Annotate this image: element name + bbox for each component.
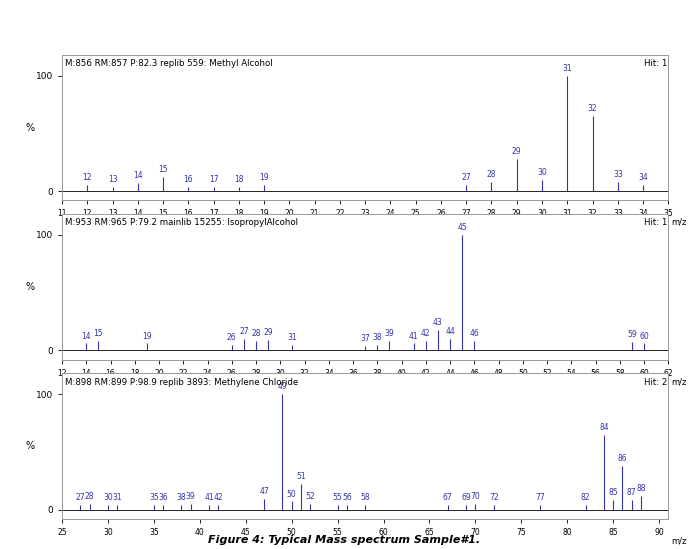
Text: 46: 46: [469, 329, 479, 338]
Text: 85: 85: [608, 489, 618, 497]
Text: 34: 34: [638, 173, 648, 182]
Text: 17: 17: [209, 175, 218, 184]
Text: 13: 13: [107, 175, 117, 184]
Text: 38: 38: [373, 333, 382, 341]
Text: 31: 31: [287, 333, 297, 341]
Text: 19: 19: [259, 173, 269, 182]
Text: 72: 72: [489, 493, 499, 502]
Text: 42: 42: [214, 493, 223, 502]
Text: 50: 50: [287, 490, 296, 498]
Text: 82: 82: [581, 493, 590, 502]
Text: 14: 14: [81, 332, 91, 340]
Text: %: %: [25, 282, 34, 292]
Text: 67: 67: [443, 493, 453, 502]
Text: 60: 60: [639, 332, 649, 340]
Text: 29: 29: [263, 328, 273, 337]
Text: 19: 19: [142, 332, 152, 340]
Text: 52: 52: [305, 492, 315, 501]
Text: 37: 37: [360, 334, 370, 343]
Text: 27: 27: [239, 327, 249, 336]
Text: 28: 28: [486, 170, 496, 179]
Text: 32: 32: [588, 104, 597, 113]
Text: 28: 28: [85, 492, 94, 501]
Text: 84: 84: [599, 423, 609, 432]
Text: m/z: m/z: [671, 218, 687, 227]
Text: 56: 56: [342, 493, 351, 502]
Text: 15: 15: [94, 329, 103, 338]
Text: 69: 69: [462, 493, 471, 502]
Text: 35: 35: [149, 493, 158, 502]
Text: 49: 49: [278, 382, 287, 391]
Text: Hit: 1: Hit: 1: [644, 219, 667, 227]
Text: 14: 14: [133, 171, 143, 180]
Text: 86: 86: [617, 454, 627, 463]
Text: 88: 88: [636, 484, 646, 493]
Text: M:953 RM:965 P:79.2 mainlib 15255: IsopropylAlcohol: M:953 RM:965 P:79.2 mainlib 15255: Isopr…: [65, 219, 298, 227]
Text: 77: 77: [535, 493, 544, 502]
Text: 42: 42: [421, 329, 431, 338]
Text: 15: 15: [158, 165, 168, 175]
Text: Hit: 1: Hit: 1: [644, 59, 667, 68]
Text: 28: 28: [251, 329, 260, 338]
Text: 59: 59: [627, 330, 637, 339]
Text: %: %: [25, 441, 34, 451]
Text: 27: 27: [462, 173, 471, 182]
Text: 45: 45: [457, 223, 467, 232]
Text: 31: 31: [562, 64, 572, 73]
Text: Hit: 2: Hit: 2: [644, 378, 667, 386]
Text: M:856 RM:857 P:82.3 replib 559: Methyl Alcohol: M:856 RM:857 P:82.3 replib 559: Methyl A…: [65, 59, 273, 68]
Text: 30: 30: [537, 167, 547, 177]
Text: 55: 55: [333, 493, 342, 502]
Text: 36: 36: [158, 493, 168, 502]
Text: 27: 27: [76, 493, 85, 502]
Text: 47: 47: [259, 488, 269, 496]
Text: 43: 43: [433, 318, 443, 327]
Text: 26: 26: [227, 333, 236, 341]
Text: 51: 51: [296, 472, 306, 481]
Text: 33: 33: [613, 170, 623, 179]
Text: 30: 30: [103, 493, 113, 502]
Text: Figure 4: Typical Mass spectrum Sample#1.: Figure 4: Typical Mass spectrum Sample#1…: [209, 535, 480, 545]
Text: 87: 87: [627, 489, 637, 497]
Text: 39: 39: [186, 492, 196, 501]
Text: m/z: m/z: [671, 536, 687, 545]
Text: 41: 41: [204, 493, 214, 502]
Text: 70: 70: [471, 492, 480, 501]
Text: 29: 29: [512, 147, 522, 156]
Text: 41: 41: [409, 332, 418, 340]
Text: 58: 58: [360, 493, 370, 502]
Text: 44: 44: [445, 327, 455, 336]
Text: %: %: [25, 122, 34, 133]
Text: m/z: m/z: [671, 377, 687, 386]
Text: 18: 18: [234, 175, 244, 184]
Text: 16: 16: [183, 175, 193, 184]
Text: 39: 39: [384, 329, 394, 338]
Text: 38: 38: [176, 493, 186, 502]
Text: 31: 31: [112, 493, 122, 502]
Text: M:898 RM:899 P:98.9 replib 3893: Methylene Chloride: M:898 RM:899 P:98.9 replib 3893: Methyle…: [65, 378, 298, 386]
Text: 12: 12: [83, 173, 92, 182]
